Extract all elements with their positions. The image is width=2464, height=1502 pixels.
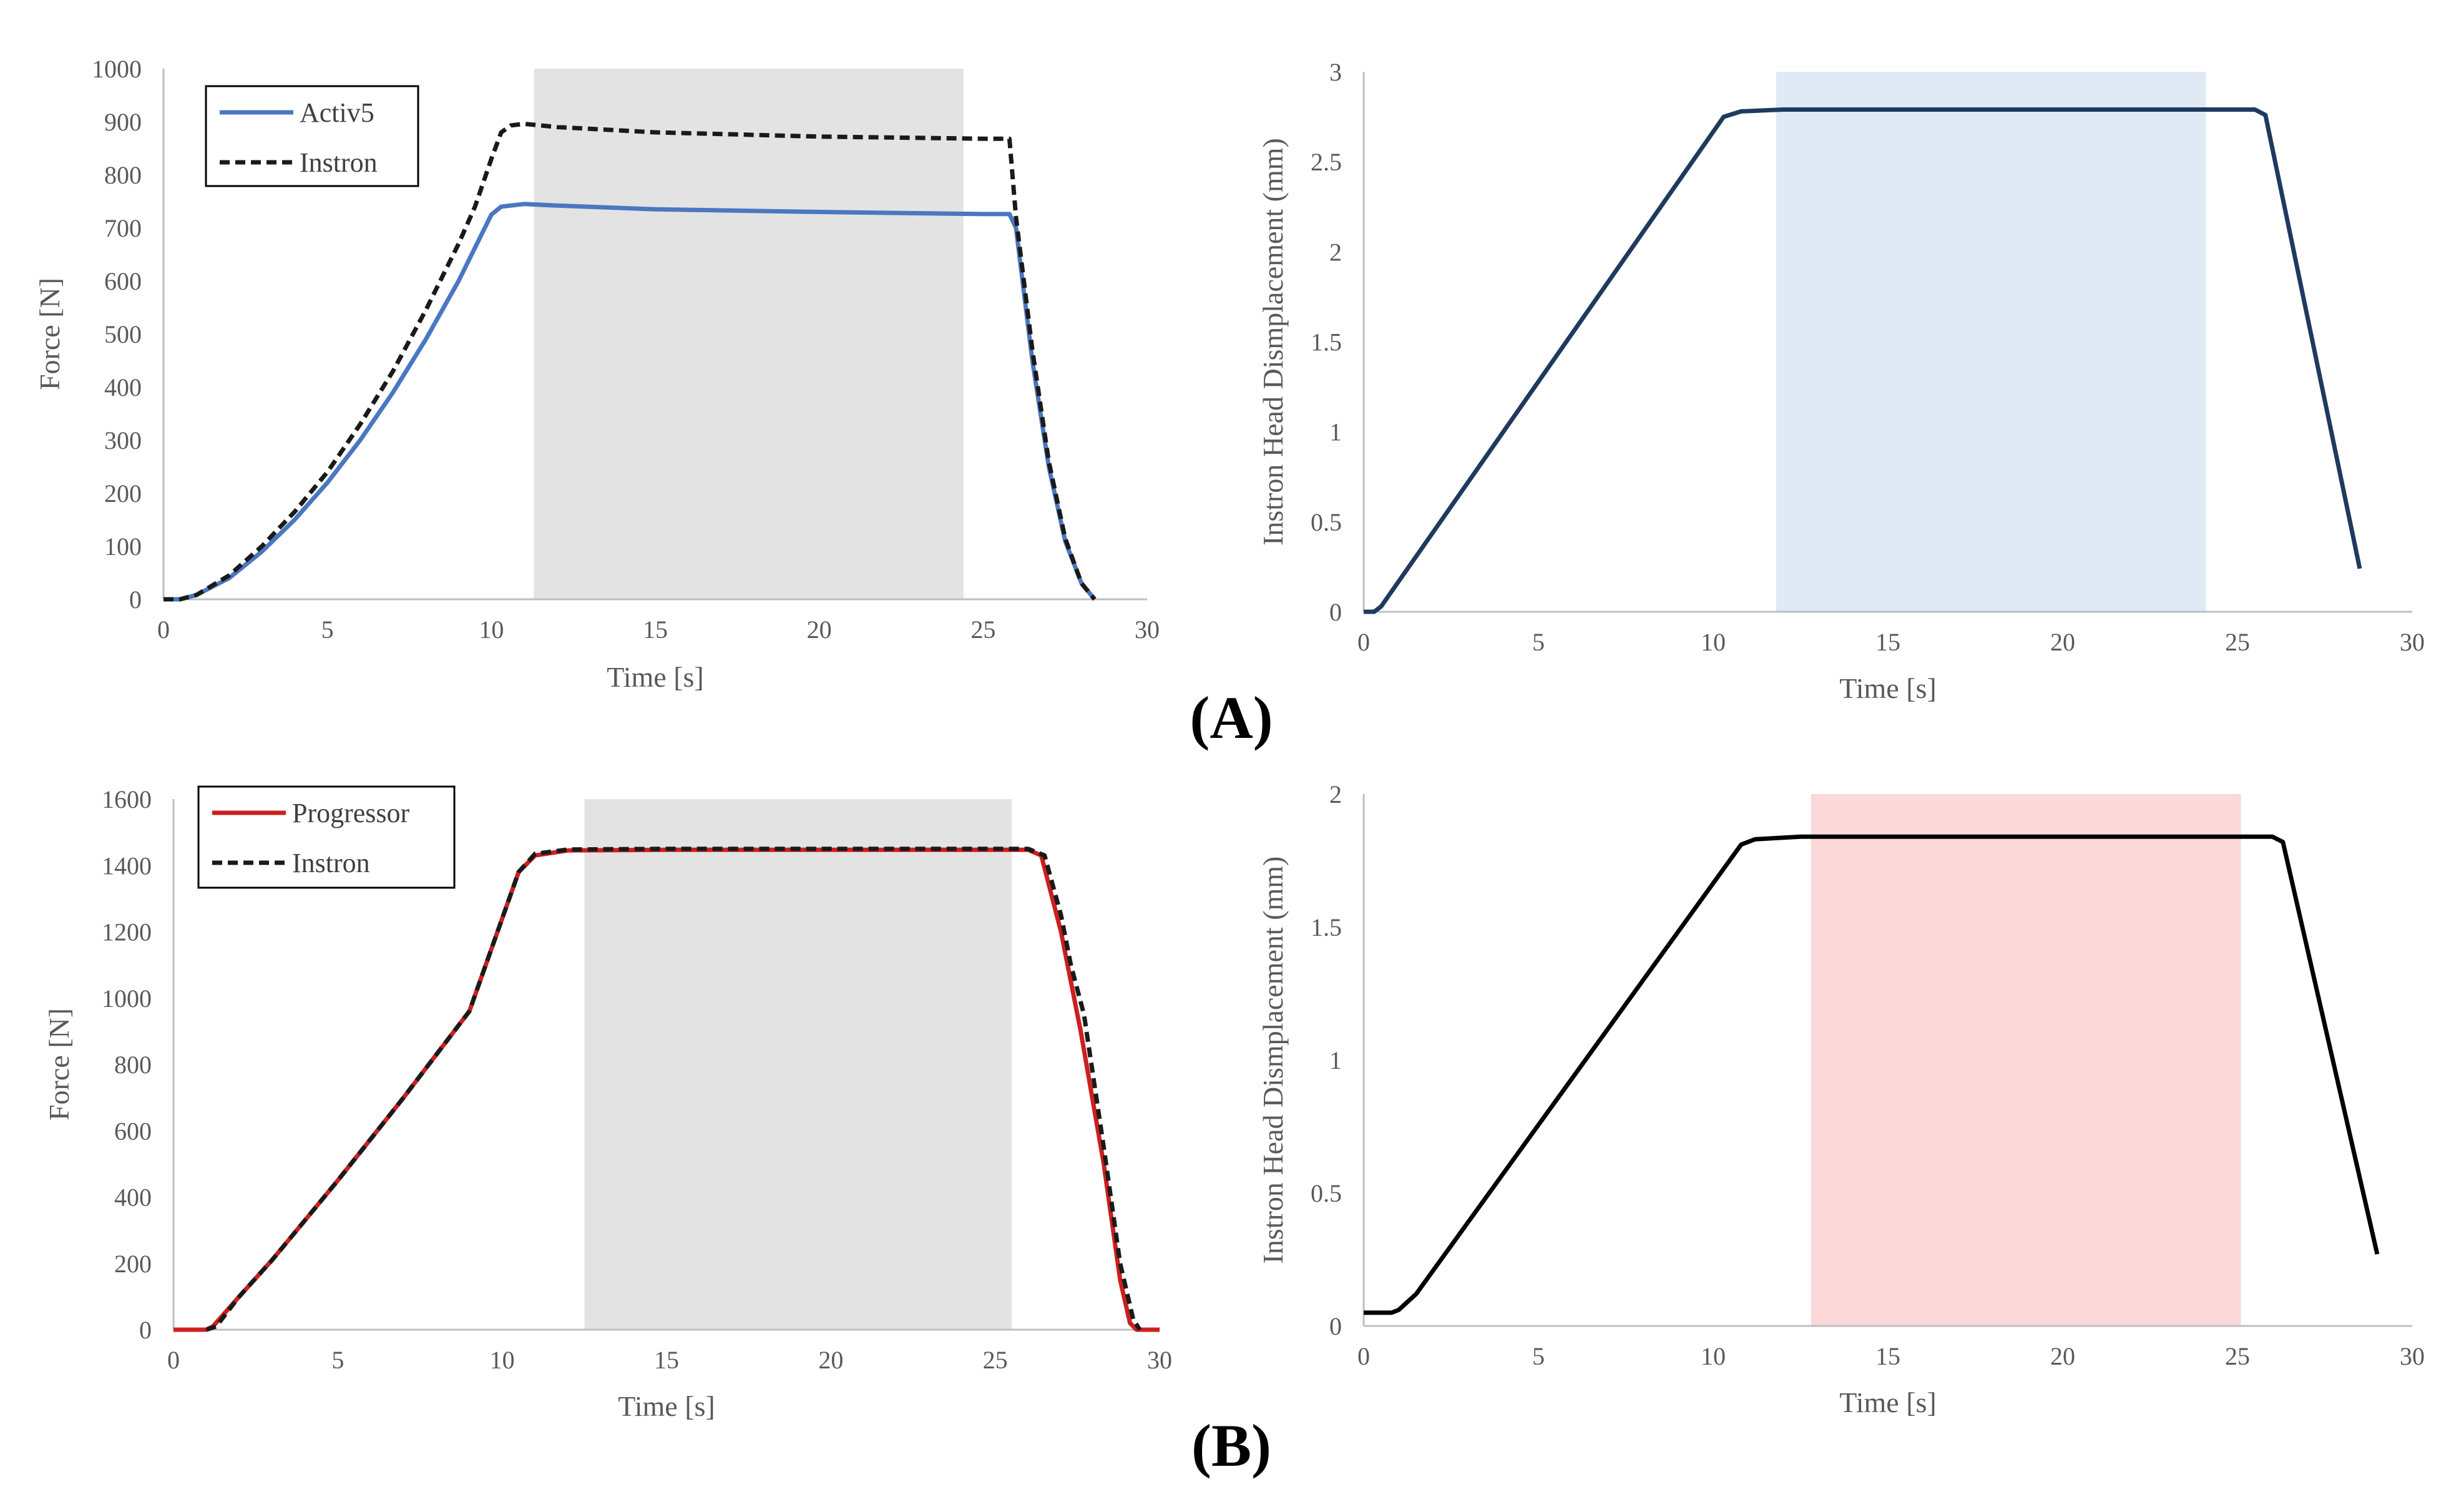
chart-b-force: 0 5 10 15 20 25 30 0 200 400 600 800 1000 1200 1400 160… bbox=[43, 785, 1172, 1422]
y-tick-label: 2 bbox=[1329, 780, 1342, 808]
y-tick-label: 1600 bbox=[102, 785, 152, 813]
x-tick-label: 0 bbox=[1357, 1342, 1370, 1370]
x-tick-label: 0 bbox=[157, 616, 170, 644]
y-axis-title: Instron Head Dismplacement (mm) bbox=[1257, 857, 1289, 1264]
y-tick-label: 400 bbox=[114, 1184, 152, 1212]
y-tick-label: 300 bbox=[104, 426, 142, 454]
x-axis-title: Time [s] bbox=[607, 661, 704, 693]
y-tick-label: 100 bbox=[104, 533, 142, 561]
x-tick-label: 25 bbox=[970, 616, 995, 644]
y-tick-label: 400 bbox=[104, 373, 142, 401]
legend-label-activ5: Activ5 bbox=[300, 97, 374, 128]
y-tick-label: 500 bbox=[104, 320, 142, 348]
series-line-instron-head-displacement bbox=[1364, 107, 2362, 614]
series-line-instron bbox=[164, 121, 1097, 602]
x-tick-label: 30 bbox=[2400, 1342, 2425, 1370]
y-tick-label: 1000 bbox=[92, 55, 142, 83]
x-tick-label: 30 bbox=[1147, 1346, 1172, 1374]
y-tick-label: 0.5 bbox=[1311, 1179, 1342, 1207]
y-tick-label: 1400 bbox=[102, 852, 152, 880]
chart-b-disp: 0 5 10 15 20 25 30 0 0.5 1 1.5 2 Time [s] Instron Hea… bbox=[1257, 780, 2425, 1418]
x-tick-label: 20 bbox=[2050, 628, 2075, 656]
y-tick-label: 2 bbox=[1329, 238, 1342, 266]
y-tick-label: 800 bbox=[104, 161, 142, 189]
legend-box bbox=[205, 85, 419, 187]
x-tick-label: 20 bbox=[807, 616, 832, 644]
legend-label-progressor: Progressor bbox=[292, 798, 410, 828]
x-tick-label: 25 bbox=[983, 1346, 1008, 1374]
x-axis-title: Time [s] bbox=[1839, 1387, 1937, 1418]
x-tick-label: 10 bbox=[490, 1346, 515, 1374]
legend-label-instron: Instron bbox=[300, 147, 378, 178]
y-tick-label: 1200 bbox=[102, 918, 152, 946]
y-axis-title: Force [N] bbox=[34, 278, 66, 390]
x-axis-title: Time [s] bbox=[618, 1390, 715, 1422]
x-tick-label: 5 bbox=[321, 616, 334, 644]
y-tick-label: 900 bbox=[104, 108, 142, 136]
y-tick-label: 700 bbox=[104, 214, 142, 242]
x-tick-label: 5 bbox=[1532, 1342, 1545, 1370]
legend-label-instron: Instron bbox=[292, 848, 370, 878]
y-tick-label: 200 bbox=[114, 1250, 152, 1278]
x-tick-label: 5 bbox=[1532, 628, 1545, 656]
legend-box bbox=[197, 785, 456, 889]
x-tick-label: 10 bbox=[1701, 628, 1726, 656]
x-tick-label: 20 bbox=[2050, 1342, 2075, 1370]
panel-label-b: (B) bbox=[1191, 1412, 1271, 1479]
highlight-region bbox=[1776, 72, 2206, 612]
y-tick-label: 3 bbox=[1329, 58, 1342, 86]
panel-label-a: (A) bbox=[1190, 684, 1273, 751]
chart-a-force: 0 5 10 15 20 25 300100200300400500600700800900… bbox=[34, 55, 1160, 693]
x-tick-label: 0 bbox=[167, 1346, 180, 1374]
highlight-region bbox=[1811, 794, 2241, 1326]
y-axis-title: Instron Head Dismplacement (mm) bbox=[1257, 138, 1289, 546]
y-tick-label: 1000 bbox=[102, 984, 152, 1013]
x-tick-label: 15 bbox=[1875, 1342, 1900, 1370]
x-tick-label: 15 bbox=[1875, 628, 1900, 656]
x-tick-label: 0 bbox=[1357, 628, 1370, 656]
y-tick-label: 600 bbox=[114, 1117, 152, 1145]
y-tick-label: 1.5 bbox=[1311, 328, 1342, 356]
x-tick-label: 30 bbox=[1135, 616, 1160, 644]
y-tick-label: 1 bbox=[1329, 1046, 1342, 1074]
highlight-region bbox=[534, 69, 964, 599]
y-tick-label: 0 bbox=[1329, 598, 1342, 626]
x-tick-label: 25 bbox=[2225, 628, 2250, 656]
highlight-region bbox=[584, 799, 1012, 1330]
x-tick-label: 25 bbox=[2225, 1342, 2250, 1370]
y-tick-label: 1.5 bbox=[1311, 913, 1342, 941]
y-tick-label: 2.5 bbox=[1311, 148, 1342, 176]
x-tick-label: 10 bbox=[1701, 1342, 1726, 1370]
x-tick-label: 30 bbox=[2400, 628, 2425, 656]
y-tick-label: 600 bbox=[104, 267, 142, 295]
y-tick-label: 0 bbox=[139, 1316, 152, 1344]
y-tick-label: 800 bbox=[114, 1051, 152, 1079]
y-axis-title: Force [N] bbox=[43, 1008, 75, 1121]
x-tick-label: 20 bbox=[818, 1346, 843, 1374]
y-tick-label: 0 bbox=[1329, 1312, 1342, 1340]
series-line-instron-head-displacement bbox=[1364, 834, 2380, 1315]
x-tick-label: 15 bbox=[643, 616, 668, 644]
y-tick-label: 200 bbox=[104, 479, 142, 508]
series-line-instron bbox=[205, 847, 1142, 1332]
x-tick-label: 5 bbox=[331, 1346, 344, 1374]
x-tick-label: 15 bbox=[654, 1346, 679, 1374]
y-tick-label: 0 bbox=[129, 586, 142, 614]
x-tick-label: 10 bbox=[479, 616, 504, 644]
y-tick-label: 0.5 bbox=[1311, 508, 1342, 536]
chart-a-disp: 0 5 10 15 20 25 30 0 0.5 1 1.5 2 2.5 3 Time [s] Instron… bbox=[1257, 58, 2425, 704]
x-axis-title: Time [s] bbox=[1839, 672, 1937, 704]
y-tick-label: 1 bbox=[1329, 418, 1342, 446]
